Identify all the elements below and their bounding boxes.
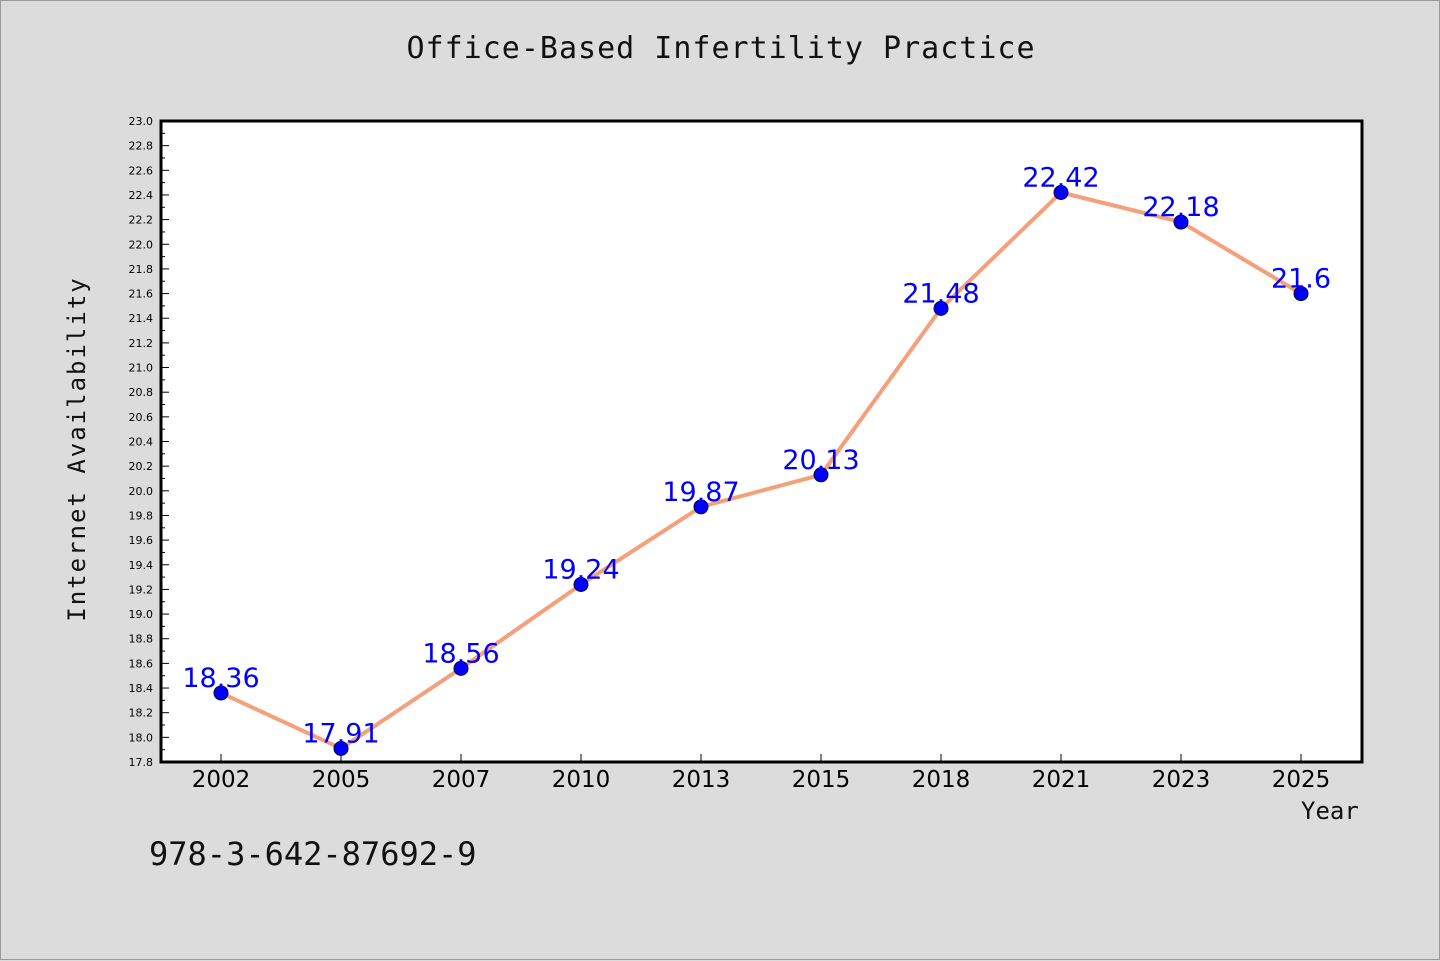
y-tick-label: 20.2 xyxy=(129,460,154,473)
y-tick-label: 20.0 xyxy=(129,485,154,498)
chart-title: Office-Based Infertility Practice xyxy=(406,31,1036,66)
data-label: 22.42 xyxy=(1022,162,1099,193)
plot-frame xyxy=(159,119,1364,764)
x-tick-label: 2013 xyxy=(672,767,731,793)
plot-area xyxy=(161,121,1362,762)
data-point xyxy=(693,499,709,515)
data-label: 22.18 xyxy=(1142,192,1219,223)
x-axis-title: Year xyxy=(1301,797,1359,825)
y-tick-label: 17.8 xyxy=(129,756,154,769)
y-tick-label: 21.2 xyxy=(129,337,154,350)
data-point xyxy=(213,685,229,701)
y-tick-label: 18.0 xyxy=(129,731,154,744)
data-point xyxy=(1053,184,1069,200)
data-label: 18.36 xyxy=(182,663,259,694)
y-tick-label: 18.4 xyxy=(129,682,154,695)
data-label: 21.48 xyxy=(902,278,979,309)
y-tick-label: 21.8 xyxy=(129,263,154,276)
y-tick-label: 22.6 xyxy=(129,164,154,177)
y-tick-label: 22.2 xyxy=(129,214,154,227)
y-tick-label: 19.8 xyxy=(129,509,154,522)
data-point xyxy=(933,300,949,316)
y-tick-label: 21.4 xyxy=(129,312,154,325)
x-tick-label: 2007 xyxy=(432,767,491,793)
y-tick-label: 20.4 xyxy=(129,436,154,449)
data-point xyxy=(333,740,349,756)
data-point xyxy=(1293,286,1309,302)
x-tick-label: 2023 xyxy=(1152,767,1211,793)
y-tick-label: 19.0 xyxy=(129,608,154,621)
data-point xyxy=(813,467,829,483)
x-tick-label: 2018 xyxy=(912,767,971,793)
isbn-label: 978-3-642-87692-9 xyxy=(149,835,477,873)
y-tick-label: 19.4 xyxy=(129,559,154,572)
y-tick-label: 21.0 xyxy=(129,362,154,375)
y-tick-label: 22.4 xyxy=(129,189,154,202)
x-tick-label: 2010 xyxy=(552,767,611,793)
y-tick-label: 22.8 xyxy=(129,140,154,153)
x-tick-label: 2005 xyxy=(312,767,371,793)
data-label: 18.56 xyxy=(422,638,499,669)
data-point xyxy=(1173,214,1189,230)
y-tick-label: 23.0 xyxy=(129,115,154,128)
x-tick-label: 2015 xyxy=(792,767,851,793)
data-label: 20.13 xyxy=(782,445,859,476)
y-tick-label: 18.2 xyxy=(129,707,154,720)
y-tick-label: 21.6 xyxy=(129,288,154,301)
y-tick-label: 19.2 xyxy=(129,583,154,596)
data-point xyxy=(573,576,589,592)
y-tick-label: 18.6 xyxy=(129,657,154,670)
x-tick-label: 2025 xyxy=(1272,767,1331,793)
x-tick-label: 2021 xyxy=(1032,767,1091,793)
data-label: 21.6 xyxy=(1271,264,1331,295)
data-label: 19.24 xyxy=(542,554,619,585)
series-line xyxy=(219,190,1303,751)
y-tick-label: 20.6 xyxy=(129,411,154,424)
x-tick-label: 2002 xyxy=(192,767,251,793)
y-tick-label: 18.8 xyxy=(129,633,154,646)
data-label: 17.91 xyxy=(302,718,379,749)
y-tick-label: 22.0 xyxy=(129,238,154,251)
data-point xyxy=(453,660,469,676)
data-label: 19.87 xyxy=(662,477,739,508)
y-tick-label: 20.8 xyxy=(129,386,154,399)
y-tick-label: 19.6 xyxy=(129,534,154,547)
